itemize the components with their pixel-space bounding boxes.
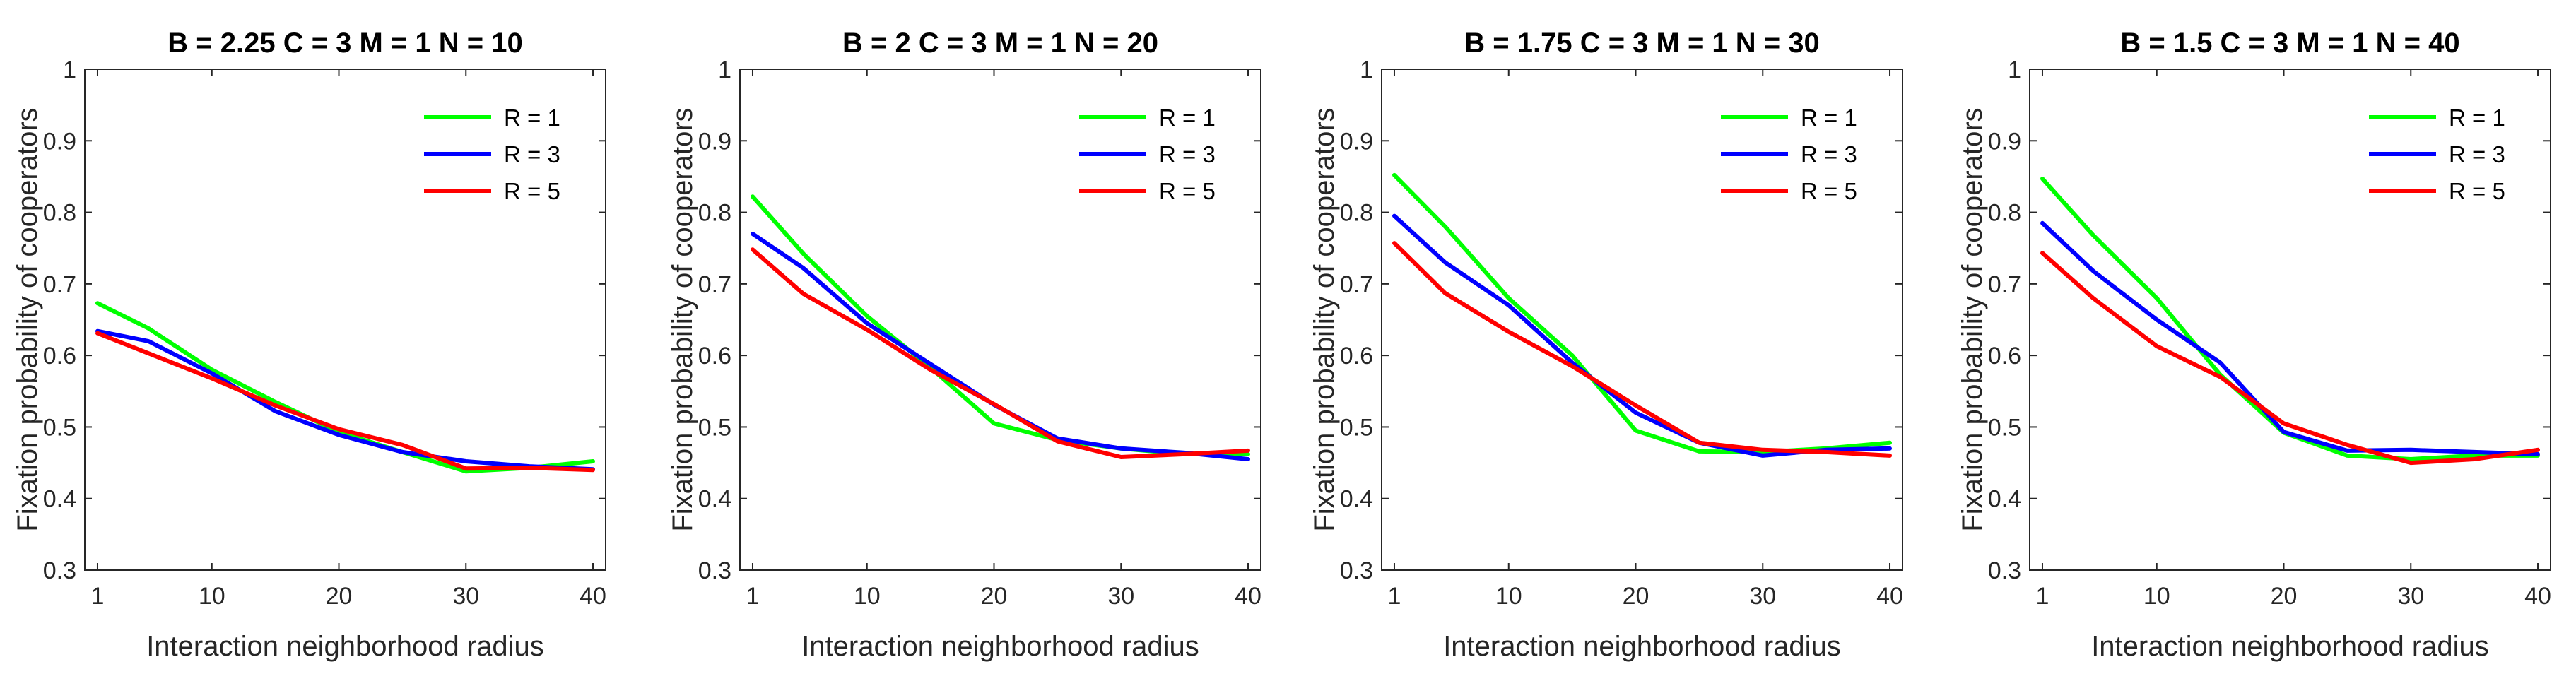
legend: R = 1 R = 3 R = 5 [424,105,560,204]
series-line-r-1 [2040,177,2540,461]
y-axis-label: Fixation probability of cooperators [667,107,698,531]
y-tick-label: 0.8 [1340,200,1373,227]
plot-area-frame [739,69,1261,571]
x-axis-label: Interaction neighborhood radius [146,631,544,662]
legend-label: R = 5 [1159,178,1216,204]
y-tick-label: 0.3 [43,557,76,584]
y-tick-label: 0.8 [1988,200,2021,227]
legend-label: R = 5 [2449,178,2505,204]
legend: R = 1 R = 3 R = 5 [2369,105,2505,204]
y-axis-label: Fixation probability of cooperators [12,107,43,531]
legend-label: R = 1 [2449,105,2505,131]
x-tick-label: 20 [1623,583,1649,610]
x-tick-label: 20 [981,583,1008,610]
x-tick-label: 30 [1107,583,1134,610]
x-tick-label: 10 [1495,583,1522,610]
y-tick-label: 0.5 [698,414,731,441]
y-tick-label: 0.6 [43,343,76,369]
chart-panel-1: B = 2.25 C = 3 M = 1 N = 10 0.3 0.4 0.5 0.6 0… [12,28,606,662]
y-tick-label: 0.8 [698,200,731,227]
series-line-r-5 [2040,251,2540,466]
chart-title: B = 1.75 C = 3 M = 1 N = 30 [1464,28,1820,59]
y-tick-label: 0.7 [1340,271,1373,298]
x-tick-label: 20 [2271,583,2298,610]
y-tick-label: 1 [63,57,76,83]
x-tick-label: 40 [1876,583,1903,610]
x-tick-label: 1 [746,583,760,610]
y-axis-label: Fixation probability of cooperators [1957,107,1988,531]
legend-label: R = 1 [504,105,560,131]
y-tick-label: 0.3 [1988,557,2021,584]
series-line-r-3 [95,328,595,472]
y-tick-label: 0.5 [1340,414,1373,441]
legend: R = 1 R = 3 R = 5 [1721,105,1857,204]
y-tick-label: 0.9 [1340,128,1373,155]
plot-area-frame [1381,69,1903,571]
y-tick-label: 0.5 [1988,414,2021,441]
y-tick-label: 0.7 [1988,271,2021,298]
y-tick-label: 0.8 [43,200,76,227]
y-tick-label: 0.4 [1988,486,2021,513]
series-line-r-1 [95,301,595,474]
series-line-r-5 [95,331,595,473]
y-tick-label: 0.4 [698,486,731,513]
legend-label: R = 5 [504,178,560,204]
x-tick-label: 30 [1749,583,1776,610]
y-tick-label: 0.9 [43,128,76,155]
y-tick-label: 0.6 [1988,343,2021,369]
y-tick-label: 1 [718,57,731,83]
chart-title: B = 2 C = 3 M = 1 N = 20 [842,28,1158,59]
legend: R = 1 R = 3 R = 5 [1079,105,1216,204]
chart-title: B = 2.25 C = 3 M = 1 N = 10 [167,28,523,59]
legend-label: R = 5 [1801,178,1857,204]
x-tick-label: 1 [91,583,105,610]
series-line-r-5 [1392,241,1892,458]
y-tick-label: 0.9 [698,128,731,155]
x-tick-label: 30 [452,583,479,610]
x-tick-label: 20 [326,583,353,610]
chart-title: B = 1.5 C = 3 M = 1 N = 40 [2120,28,2459,59]
y-tick-label: 0.7 [43,271,76,298]
y-tick-label: 0.3 [698,557,731,584]
y-tick-label: 0.4 [43,486,76,513]
chart-panel-2: B = 2 C = 3 M = 1 N = 20 0.3 0.4 0.5 0.6 0.7 0… [667,28,1261,662]
legend-label: R = 1 [1159,105,1216,131]
y-tick-label: 0.6 [698,343,731,369]
x-tick-label: 30 [2397,583,2424,610]
x-axis-label: Interaction neighborhood radius [2091,631,2489,662]
legend-label: R = 3 [1801,141,1857,167]
x-tick-label: 10 [854,583,881,610]
chart-panel-3: B = 1.75 C = 3 M = 1 N = 30 0.3 0.4 0.5 0.6 0… [1309,28,1903,662]
x-tick-label: 40 [1235,583,1261,610]
x-tick-label: 1 [1388,583,1401,610]
x-axis-label: Interaction neighborhood radius [1443,631,1841,662]
plot-area-frame [2029,69,2551,571]
series-line-r-1 [751,194,1250,456]
y-tick-label: 0.5 [43,414,76,441]
legend-label: R = 1 [1801,105,1857,131]
legend-label: R = 3 [1159,141,1216,167]
x-tick-label: 10 [2143,583,2170,610]
legend-label: R = 3 [2449,141,2505,167]
x-axis-label: Interaction neighborhood radius [801,631,1199,662]
legend-label: R = 3 [504,141,560,167]
chart-panel-4: B = 1.5 C = 3 M = 1 N = 40 0.3 0.4 0.5 0.6 0.… [1957,28,2551,662]
y-tick-label: 0.6 [1340,343,1373,369]
plot-area-frame [84,69,606,571]
y-axis-label: Fixation probability of cooperators [1309,107,1340,531]
y-tick-label: 0.9 [1988,128,2021,155]
x-tick-label: 40 [580,583,606,610]
y-tick-label: 0.4 [1340,486,1373,513]
y-tick-label: 1 [2008,57,2021,83]
series-line-r-3 [2040,220,2540,456]
y-tick-label: 0.3 [1340,557,1373,584]
y-tick-label: 1 [1360,57,1373,83]
x-tick-label: 1 [2036,583,2049,610]
x-tick-label: 10 [199,583,225,610]
y-tick-label: 0.7 [698,271,731,298]
x-tick-label: 40 [2524,583,2551,610]
series-line-r-5 [751,247,1250,459]
